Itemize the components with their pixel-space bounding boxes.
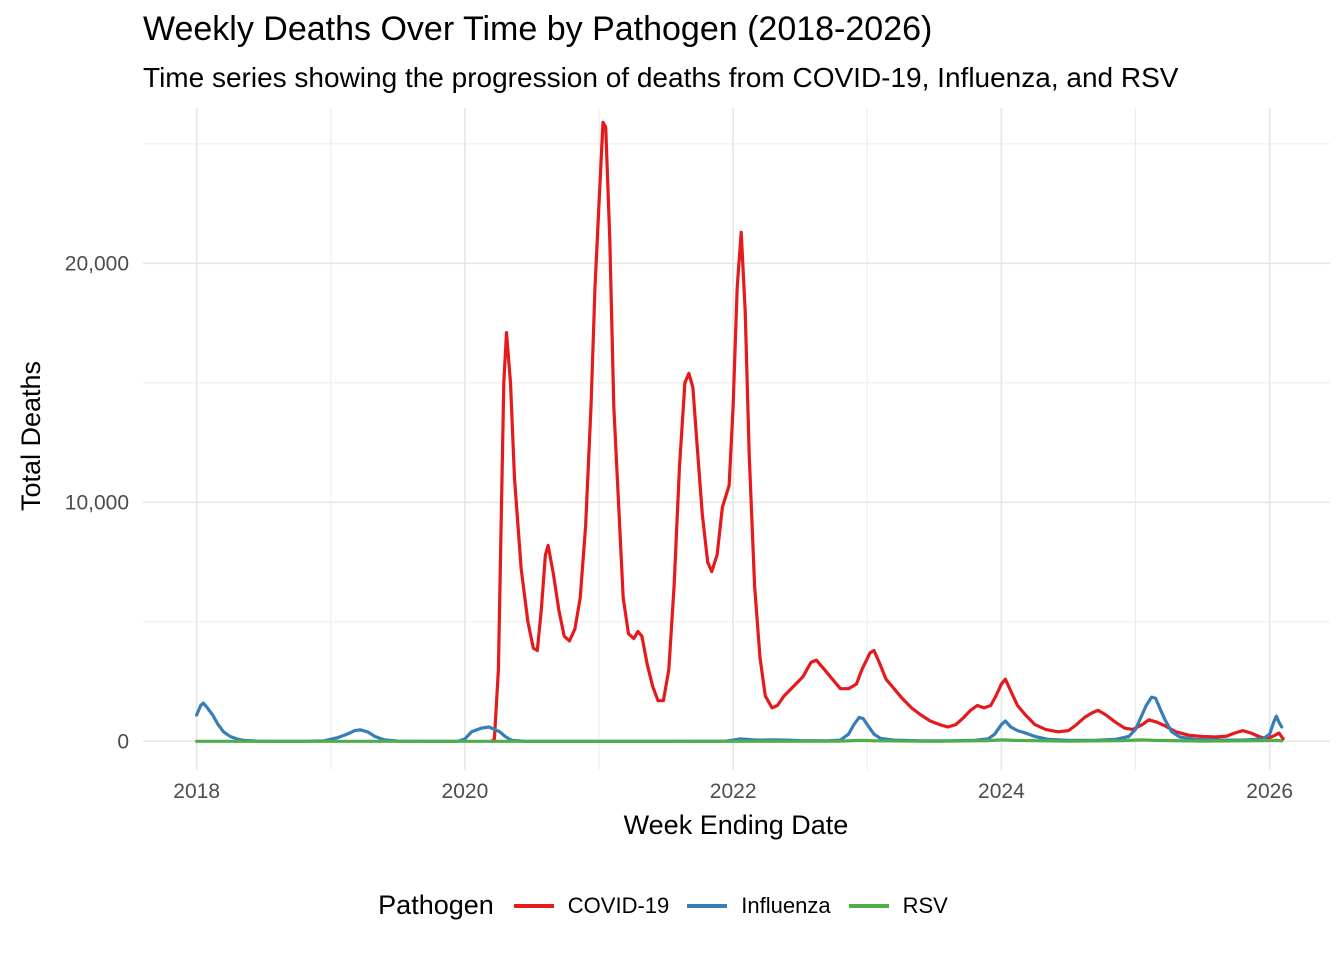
series-lines bbox=[195, 120, 1285, 743]
legend-key-covid bbox=[513, 903, 554, 908]
y-tick-label: 20,000 bbox=[65, 252, 129, 275]
chart-title: Weekly Deaths Over Time by Pathogen (201… bbox=[143, 10, 933, 48]
chart-subtitle: Time series showing the progression of d… bbox=[143, 62, 1179, 93]
legend-key-influenza bbox=[687, 903, 728, 908]
x-tick-label: 2026 bbox=[1246, 780, 1293, 803]
x-tick-label: 2020 bbox=[442, 780, 489, 803]
y-axis-title: Total Deaths bbox=[16, 361, 46, 511]
x-axis-title: Week Ending Date bbox=[624, 810, 849, 840]
legend-label-rsv: RSV bbox=[902, 892, 948, 918]
legend-item-influenza: Influenza bbox=[687, 892, 831, 919]
axis-labels: 2018 2020 2022 2024 2026 0 10,000 20,000 bbox=[65, 252, 1293, 803]
legend-item-covid: COVID-19 bbox=[513, 892, 670, 919]
x-tick-label: 2018 bbox=[173, 780, 220, 803]
series-line-covid-19 bbox=[490, 120, 1285, 743]
y-tick-label: 10,000 bbox=[65, 491, 129, 514]
grid-lines bbox=[143, 108, 1330, 770]
x-tick-label: 2024 bbox=[978, 780, 1025, 803]
legend-label-influenza: Influenza bbox=[741, 892, 831, 918]
series-line-rsv bbox=[195, 738, 1284, 743]
legend-title: Pathogen bbox=[378, 890, 494, 920]
legend: Pathogen COVID-19 Influenza RSV bbox=[0, 890, 1344, 921]
legend-item-rsv: RSV bbox=[848, 892, 948, 919]
legend-key-rsv bbox=[848, 903, 889, 908]
series-line-influenza bbox=[195, 695, 1284, 743]
x-tick-label: 2022 bbox=[710, 780, 757, 803]
y-tick-label: 0 bbox=[117, 730, 129, 753]
legend-label-covid: COVID-19 bbox=[567, 892, 670, 918]
